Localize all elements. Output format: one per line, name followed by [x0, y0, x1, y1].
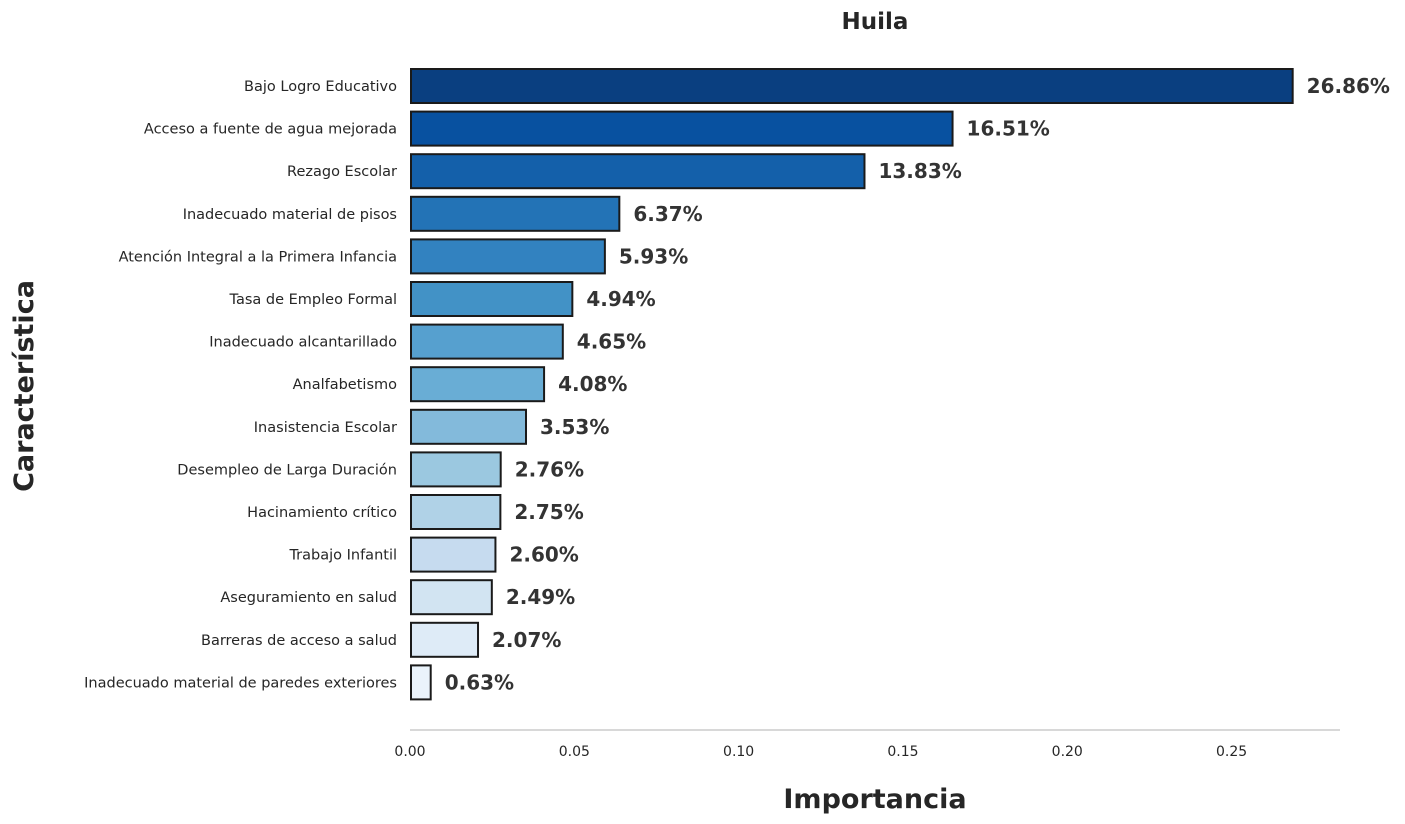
category-label: Inadecuado material de pisos [183, 207, 397, 223]
category-labels: Bajo Logro Educativo Acceso a fuente de a… [84, 79, 397, 691]
x-axis-title: Importancia [783, 784, 966, 815]
category-label: Tasa de Empleo Formal [229, 292, 398, 308]
bar [410, 195, 621, 232]
bar [410, 536, 497, 573]
data-label: 4.08% [558, 372, 627, 396]
bar [410, 408, 528, 445]
data-label: 4.94% [586, 287, 655, 311]
data-label: 2.75% [514, 500, 583, 524]
x-tick-label: 0.20 [1052, 744, 1083, 760]
data-label: 2.07% [492, 628, 561, 652]
category-label: Atención Integral a la Primera Infancia [119, 249, 397, 265]
bar [410, 494, 502, 530]
bar [410, 579, 493, 616]
category-label: Inadecuado alcantarillado [209, 335, 397, 351]
bar [410, 366, 546, 403]
data-labels: 26.86% 16.51%13.83% 6.37% 5.93% 4.94% 4.65% 4.… [445, 74, 1390, 694]
data-label: 26.86% [1307, 74, 1390, 98]
category-label: Analfabetismo [293, 377, 398, 393]
x-tick-label: 0.15 [887, 744, 918, 760]
bar [410, 238, 606, 275]
category-label: Hacinamiento crítico [247, 505, 397, 521]
bar [410, 621, 480, 658]
data-label: 5.93% [619, 244, 688, 268]
data-label: 0.63% [445, 670, 514, 694]
bar [410, 323, 564, 360]
bar [410, 451, 502, 488]
x-tick-label: 0.00 [394, 744, 425, 760]
bar [410, 110, 954, 147]
category-label: Trabajo Infantil [288, 548, 397, 564]
category-label: Inadecuado material de paredes exteriore… [84, 675, 397, 691]
data-label: 2.60% [509, 543, 578, 567]
chart-title: Huila [842, 9, 909, 35]
data-label: 6.37% [633, 202, 702, 226]
x-tick-labels: 0.00 0.05 0.10 0.15 0.20 0.25 [394, 744, 1247, 760]
x-tick-label: 0.25 [1216, 744, 1247, 760]
data-label: 2.49% [506, 585, 575, 609]
x-tick-label: 0.10 [723, 744, 754, 760]
category-label: Bajo Logro Educativo [244, 79, 397, 95]
data-label: 4.65% [577, 330, 646, 354]
category-label: Desempleo de Larga Duración [177, 462, 397, 478]
category-label: Barreras de acceso a salud [201, 633, 397, 649]
bars-layer [410, 68, 1294, 701]
data-label: 3.53% [540, 415, 609, 439]
data-label: 2.76% [515, 457, 584, 481]
x-tick-label: 0.05 [559, 744, 590, 760]
category-label: Aseguramiento en salud [220, 590, 397, 606]
category-label: Rezago Escolar [287, 164, 397, 180]
category-label: Inasistencia Escolar [254, 420, 397, 436]
data-label: 13.83% [878, 159, 961, 183]
bar [410, 153, 866, 190]
bar [410, 68, 1294, 104]
y-axis-title: Característica [9, 280, 40, 492]
data-label: 16.51% [967, 117, 1050, 141]
bar [410, 664, 432, 701]
category-label: Acceso a fuente de agua mejorada [144, 122, 397, 138]
bar [410, 281, 574, 317]
